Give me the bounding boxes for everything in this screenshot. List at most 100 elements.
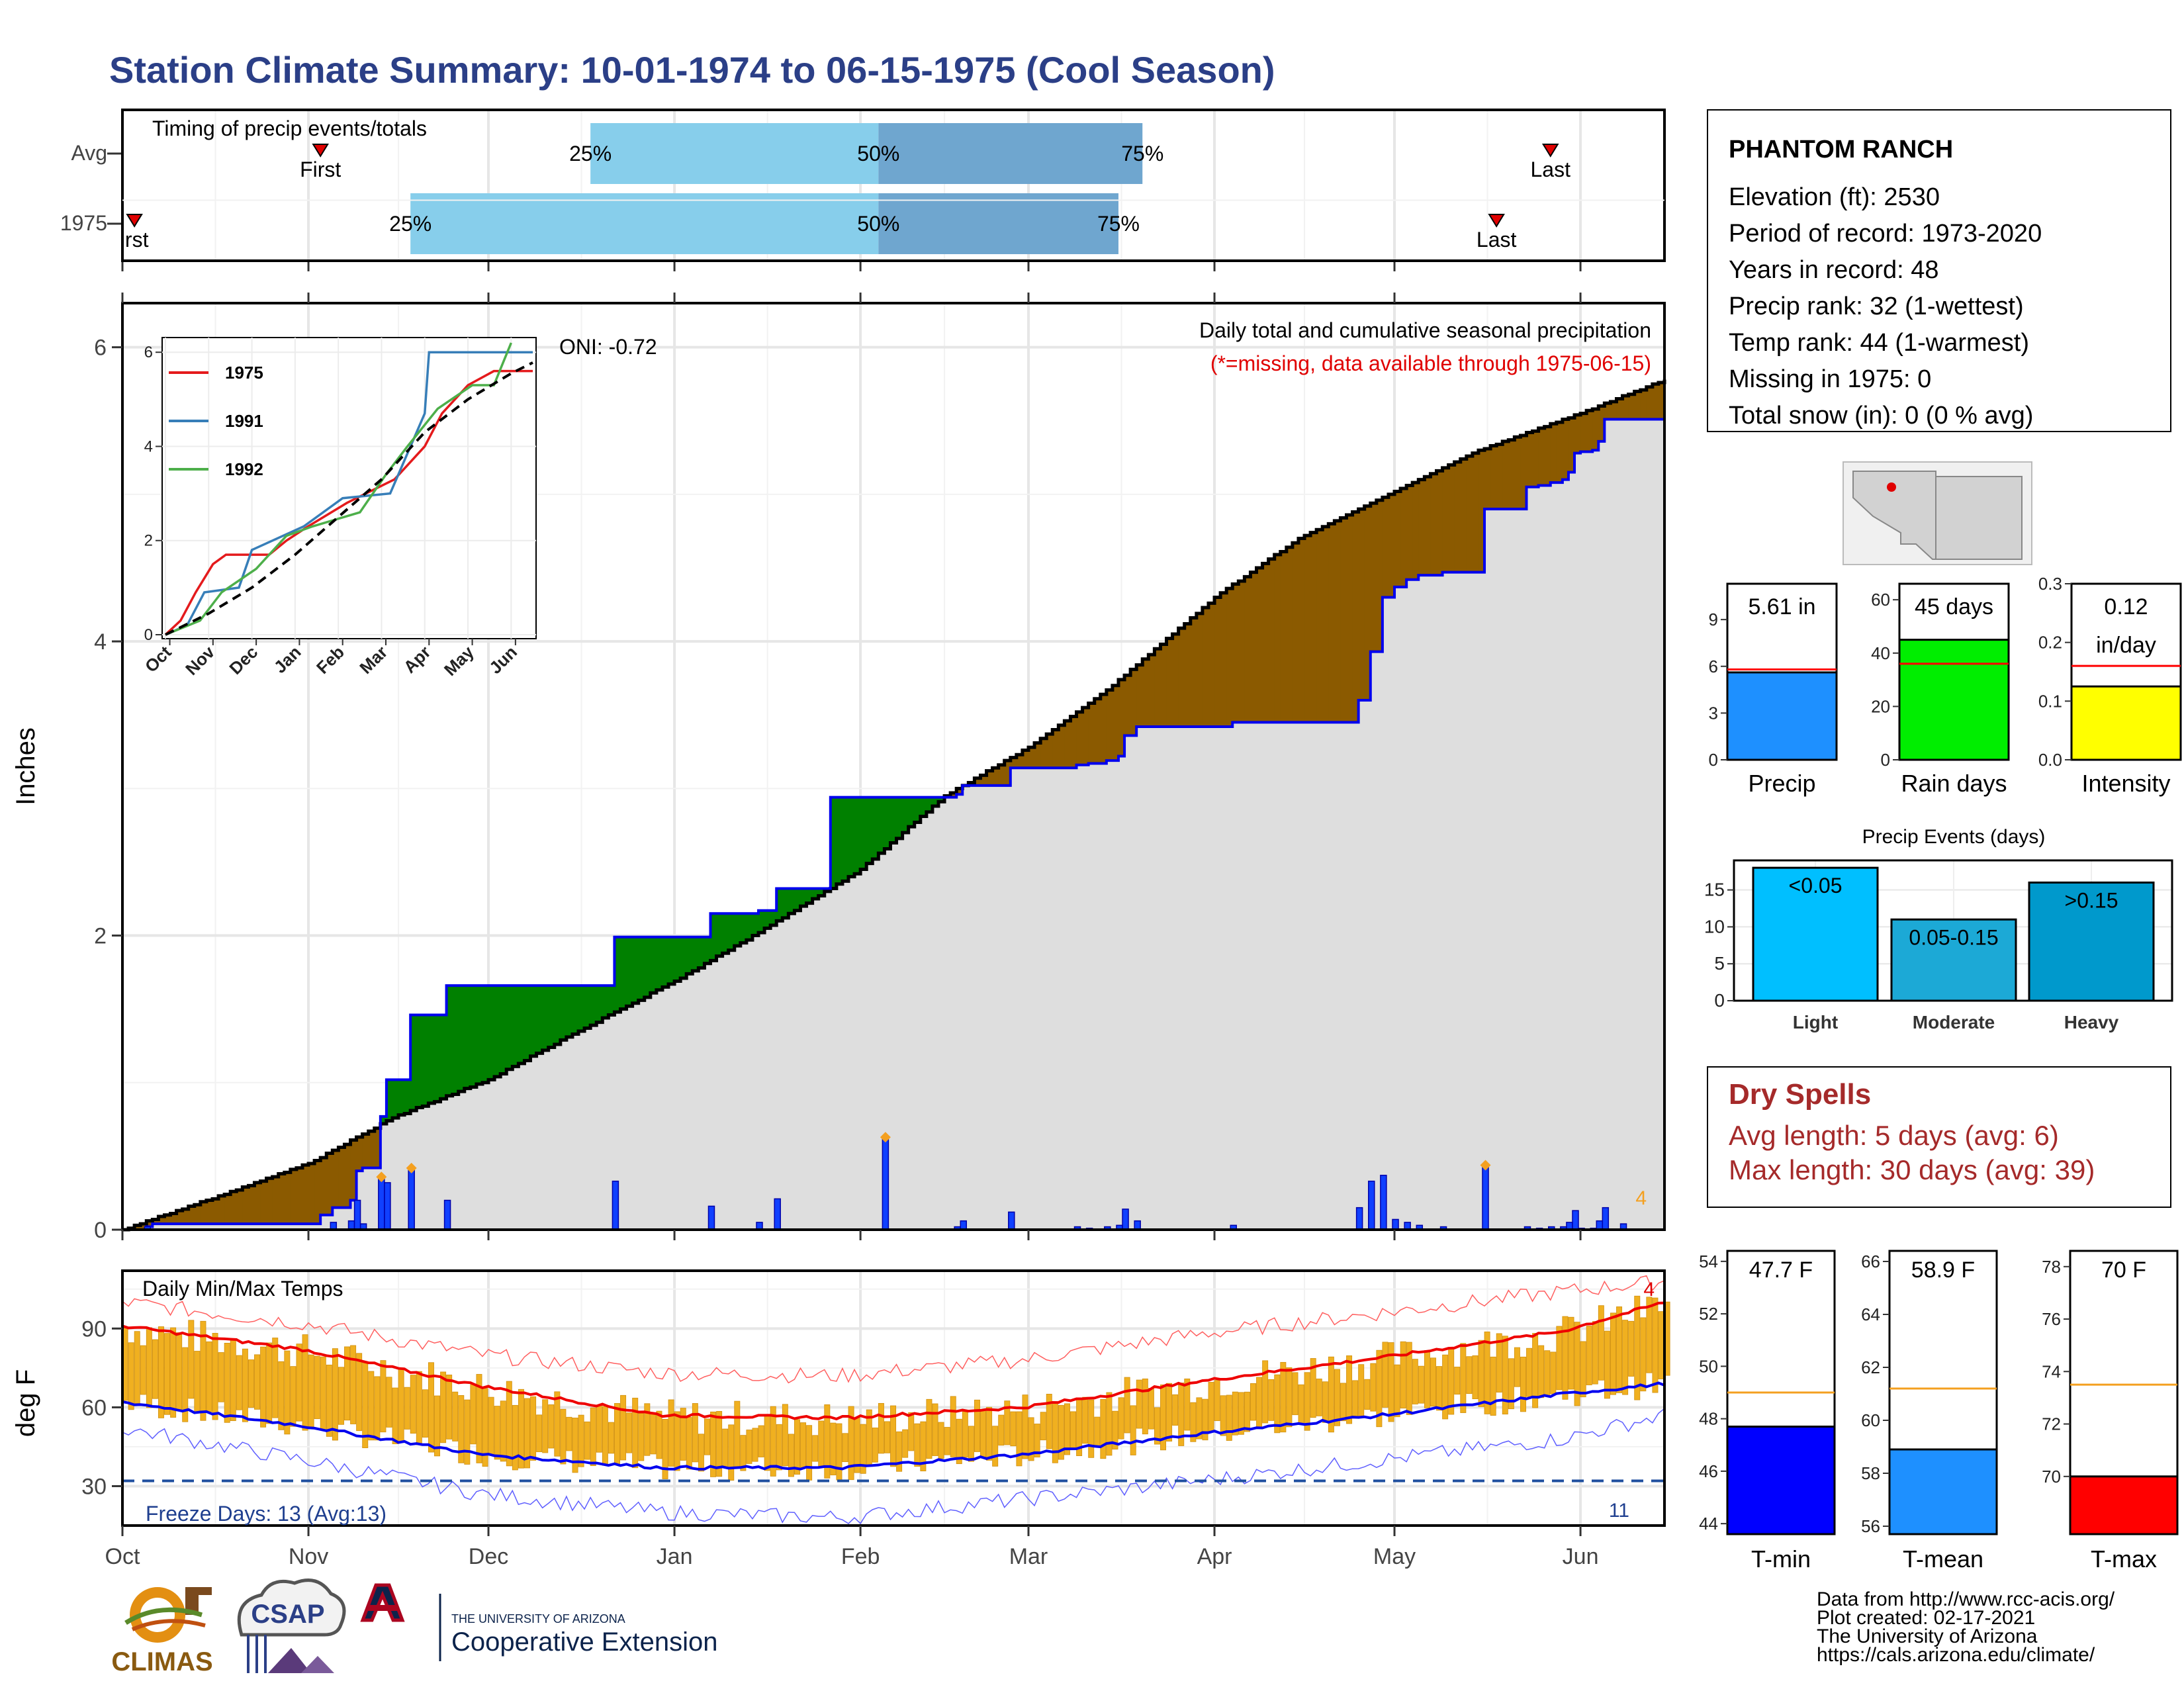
daily-temp-bar	[932, 1403, 938, 1456]
deficit-region	[266, 1178, 273, 1224]
surplus-region	[668, 937, 675, 984]
daily-temp-bar	[890, 1405, 897, 1467]
credit-line: Plot created: 02-17-2021	[1817, 1607, 2035, 1629]
daily-temp-bar	[434, 1395, 440, 1457]
daily-temp-bar	[1598, 1305, 1604, 1381]
mini-y-tick-label: 0.3	[2038, 574, 2062, 594]
surplus-region	[572, 985, 579, 1034]
temp-summary-value: 58.9 F	[1911, 1257, 1975, 1283]
daily-temp-bar	[632, 1397, 639, 1469]
legend-label: 1991	[225, 411, 263, 431]
surplus-region	[722, 913, 729, 954]
surplus-region	[386, 1079, 393, 1121]
daily-temp-bar	[1256, 1377, 1263, 1428]
daily-temp-bar	[1004, 1400, 1011, 1445]
surplus-region	[428, 1015, 435, 1103]
deficit-region	[1256, 568, 1263, 723]
surplus-region	[800, 888, 807, 907]
deficit-region	[1280, 551, 1287, 723]
surplus-region	[650, 937, 657, 993]
daily-temp-bar	[788, 1434, 794, 1477]
daily-temp-bar	[638, 1412, 645, 1461]
deficit-region	[176, 1211, 183, 1224]
surplus-region	[932, 797, 939, 806]
daily-precip-bar	[1482, 1165, 1489, 1230]
surplus-region	[896, 797, 903, 839]
surplus-region	[590, 985, 597, 1026]
daily-temp-bar	[500, 1400, 506, 1462]
timing-last-marker	[1488, 214, 1505, 228]
timing-pct-label: 25%	[389, 212, 432, 236]
daily-temp-bar	[800, 1422, 807, 1468]
oni-label: ONI: -0.72	[559, 335, 657, 359]
deficit-region	[1364, 506, 1371, 700]
daily-temp-bar	[770, 1406, 776, 1477]
daily-temp-bar	[1118, 1397, 1124, 1440]
daily-temp-bar	[752, 1428, 758, 1462]
daily-temp-bar	[1070, 1411, 1077, 1449]
deficit-region	[1262, 563, 1269, 723]
daily-temp-bar	[308, 1354, 314, 1428]
timing-row-1975-label: 1975	[60, 211, 107, 235]
daily-precip-bar	[1602, 1207, 1610, 1230]
daily-temp-bar	[1328, 1356, 1334, 1433]
events-frame	[1733, 859, 2173, 1002]
timing-panel: 25% 50% 75% First Last 25% 50% 75% irst Last Timi…	[60, 109, 1666, 271]
daily-temp-bar	[1532, 1333, 1539, 1408]
climas-logo-text: CLIMAS	[111, 1647, 212, 1676]
surplus-region	[770, 910, 777, 925]
daily-temp-bar	[260, 1346, 267, 1428]
daily-temp-bar	[1016, 1411, 1023, 1467]
ua-logo[interactable]: THE UNIVERSITY OF ARIZONA Cooperative Ex…	[360, 1583, 717, 1661]
daily-temp-bar	[1520, 1356, 1526, 1412]
deficit-region	[260, 1181, 267, 1224]
daily-temp-bar	[356, 1353, 363, 1432]
daily-precip-bar	[1368, 1180, 1375, 1230]
deficit-region	[1316, 529, 1323, 723]
daily-temp-bar	[1010, 1411, 1017, 1447]
surplus-region	[464, 985, 471, 1089]
daily-temp-bar	[1364, 1379, 1371, 1410]
daily-temp-bar	[1358, 1364, 1365, 1417]
deficit-region	[1214, 597, 1221, 727]
deficit-region	[218, 1195, 225, 1224]
surplus-region	[920, 797, 927, 817]
daily-temp-bar	[998, 1414, 1005, 1446]
inset-line-1991	[165, 351, 533, 636]
timing-first-marker	[312, 144, 329, 158]
daily-temp-bar	[1652, 1297, 1659, 1393]
daily-temp-bar	[1058, 1404, 1064, 1460]
deficit-region	[1472, 453, 1479, 572]
daily-precip-bar	[707, 1205, 715, 1230]
deficit-region	[1322, 526, 1329, 723]
normal-min-line	[122, 1381, 1665, 1471]
surplus-region	[500, 985, 507, 1074]
climas-logo[interactable]: CLIMAS	[111, 1587, 213, 1676]
deficit-region	[248, 1185, 255, 1224]
surplus-region	[686, 937, 693, 974]
inset-y-tick-label: 4	[144, 437, 153, 455]
daily-temp-bar	[824, 1404, 831, 1479]
deficit-region	[194, 1205, 201, 1224]
deficit-region	[200, 1201, 207, 1224]
daily-temp-bar	[764, 1414, 770, 1471]
surplus-region	[596, 985, 603, 1023]
deficit-region	[1136, 664, 1143, 727]
csap-logo[interactable]: CSAP	[237, 1578, 346, 1673]
daily-temp-bar	[1622, 1320, 1629, 1395]
deficit-region	[350, 1140, 357, 1201]
surplus-region	[488, 985, 495, 1080]
deficit-region	[1388, 494, 1395, 598]
credit-line: Data from http://www.rcc-acis.org/	[1817, 1588, 2115, 1610]
surplus-region	[764, 910, 771, 929]
deficit-region	[1568, 418, 1575, 473]
y-tick-label: 60	[81, 1395, 107, 1420]
daily-temp-bar	[1478, 1340, 1484, 1407]
temp-y-tick-label: 52	[1699, 1304, 1718, 1324]
deficit-region	[362, 1134, 369, 1168]
mini-y-tick-label: 6	[1709, 657, 1718, 676]
deficit-region	[1238, 581, 1245, 723]
deficit-region	[1178, 628, 1185, 727]
daily-temp-bar	[710, 1411, 717, 1477]
daily-precip-bar	[1008, 1211, 1015, 1230]
